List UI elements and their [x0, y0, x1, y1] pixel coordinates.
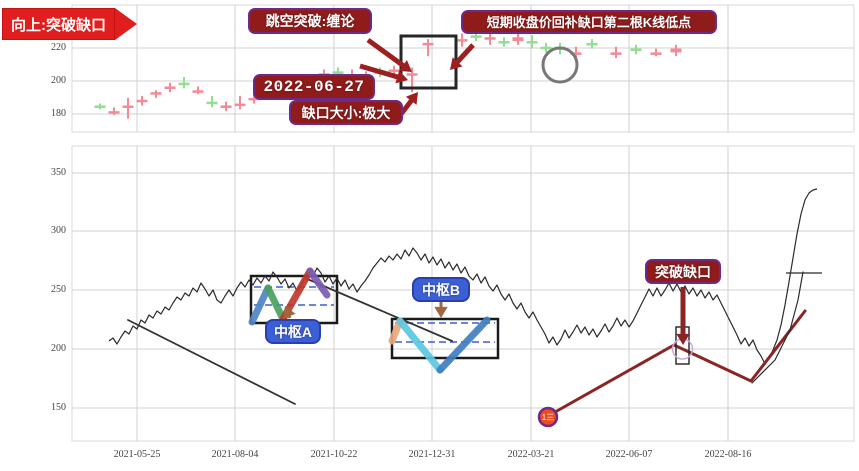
main-y-tick-200: 200 [51, 343, 66, 354]
top-y-tick-220: 220 [51, 42, 66, 53]
gap-size-arrow-head [405, 92, 418, 105]
candle-body-23 [422, 42, 434, 46]
candle-body-3 [136, 99, 148, 103]
candle-body-6 [178, 82, 190, 86]
candle-body-7 [192, 90, 204, 93]
main-x-tick-1: 2021-08-04 [211, 449, 259, 460]
hub-a-pointer-head [283, 306, 296, 319]
gap-date-arrow-shaft [359, 63, 401, 80]
refill-arrow-shaft [454, 43, 475, 66]
annotation-short-term-close-refill-label: 短期收盘价回补缺口第二根K线低点 [486, 14, 692, 30]
top-y-tick-180: 180 [51, 108, 66, 119]
main-x-tick-0: 2021-05-25 [113, 449, 161, 460]
downtrend-extension-line [304, 277, 453, 342]
main-y-tick-300: 300 [51, 225, 66, 236]
candle-body-37 [670, 48, 682, 53]
lowest-point-marker-label: 1三 [542, 413, 554, 422]
candle-body-5 [164, 86, 176, 90]
hub-a-zigzag-seg-3 [306, 267, 331, 299]
main-x-tick-4: 2022-03-21 [507, 449, 555, 460]
uptrend-support-line [546, 309, 807, 418]
annotation-short-term-close-refill[interactable]: 短期收盘价回补缺口第二根K线低点 [461, 10, 717, 34]
downtrend-channel-line [127, 319, 296, 405]
annotation-gap-breakout-chanlun[interactable]: 跳空突破:缠论 [248, 8, 372, 34]
candle-body-17 [332, 71, 344, 74]
candle-body-26 [484, 37, 496, 40]
hub-b-zigzag-seg-1 [396, 317, 444, 374]
annotation-hub-a[interactable]: 中枢A [265, 319, 321, 344]
hub-b-pointer-head [434, 306, 448, 318]
candle-body-25 [470, 35, 482, 38]
main-y-tick-350: 350 [51, 167, 66, 178]
top-y-tick-200: 200 [51, 75, 66, 86]
candle-body-1 [108, 111, 120, 114]
candle-body-0 [94, 105, 106, 108]
hub-b-zigzag-seg-2 [436, 316, 491, 374]
candle-body-10 [234, 103, 246, 107]
candle-body-30 [540, 46, 552, 50]
annotation-gap-date[interactable]: 2022-06-27 [253, 74, 375, 100]
gap-date-arrow-head [395, 70, 408, 84]
main-x-tick-6: 2022-08-16 [704, 449, 752, 460]
main-y-tick-250: 250 [51, 284, 66, 295]
annotation-hub-b[interactable]: 中枢B [412, 277, 470, 302]
main-x-tick-5: 2022-06-07 [605, 449, 653, 460]
annotation-gap-size[interactable]: 缺口大小:极大 [289, 100, 403, 125]
annotation-hub-a-label: 中枢A [273, 323, 313, 340]
lowest-point-marker [537, 406, 559, 428]
close-price-line [108, 188, 818, 365]
candle-body-36 [650, 52, 662, 55]
annotation-breakout-gap-lower[interactable]: 突破缺口 [645, 259, 721, 284]
candle-body-32 [570, 52, 582, 55]
candle-body-9 [220, 105, 232, 108]
candle-body-28 [512, 37, 524, 42]
candle-body-22 [406, 73, 418, 76]
candle-body-8 [206, 101, 218, 105]
main-x-tick-2: 2021-10-22 [310, 449, 358, 460]
candle-body-29 [526, 41, 538, 44]
candle-body-34 [610, 52, 622, 55]
candle-body-27 [498, 41, 510, 44]
candle-body-21 [388, 69, 400, 72]
annotation-breakout-gap-lower-label: 突破缺口 [655, 263, 711, 280]
gap-breakout-arrow-shaft [366, 37, 407, 69]
annotation-gap-size-label: 缺口大小:极大 [301, 104, 391, 121]
forecast-projection-curve [751, 271, 804, 384]
candle-body-33 [586, 42, 598, 46]
annotation-gap-date-label: 2022-06-27 [263, 78, 365, 96]
candle-body-35 [630, 48, 642, 52]
hub-a-zigzag-seg-0 [248, 284, 272, 326]
hub-a-zigzag-seg-1 [264, 284, 287, 323]
candle-body-2 [122, 105, 134, 108]
refill-arrow-head [450, 57, 463, 70]
gap-breakout-arrow-head [399, 60, 412, 72]
main-y-tick-150: 150 [51, 402, 66, 413]
breakout-gap-arrow-head [676, 333, 690, 345]
up-breakout-gap-banner-label: 向上:突破缺口 [2, 8, 115, 40]
refill-candle-circle [541, 46, 579, 84]
up-breakout-gap-banner: 向上:突破缺口 [2, 8, 137, 40]
candle-body-4 [150, 92, 162, 95]
candle-body-11 [248, 97, 260, 101]
banner-arrow-head-icon [115, 8, 137, 40]
main-x-tick-3: 2021-12-31 [408, 449, 456, 460]
annotation-gap-breakout-chanlun-label: 跳空突破:缠论 [265, 13, 355, 29]
annotation-hub-b-label: 中枢B [421, 281, 461, 298]
candle-body-24 [456, 39, 468, 42]
